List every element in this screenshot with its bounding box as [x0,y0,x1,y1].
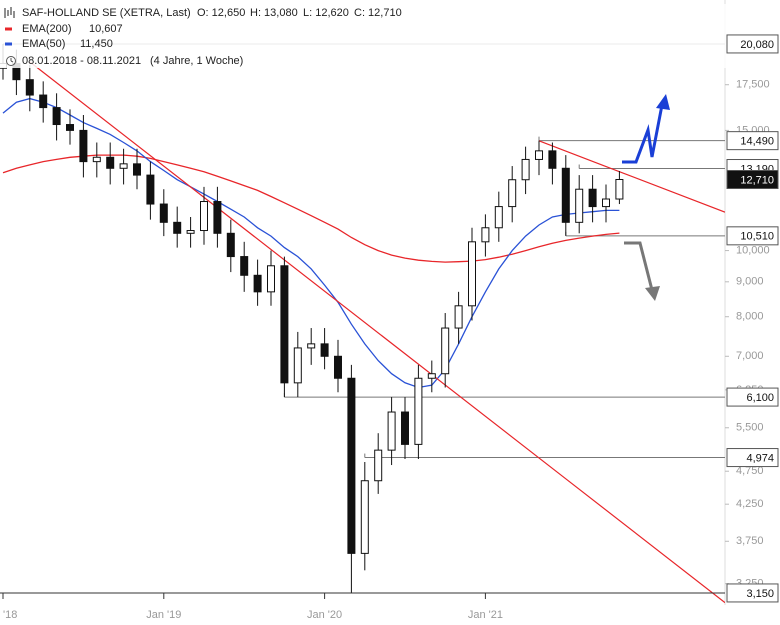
candle-body [427,373,436,379]
candle-body [25,79,34,96]
candle-body [240,256,249,276]
candle-body [468,241,476,307]
chart-icon [4,7,15,18]
ohlc-low: L: 12,620 [303,7,349,19]
candle-body [454,305,463,329]
legend-label: EMA(50) [22,38,65,50]
candle-body [186,230,195,234]
candle-body [39,94,48,109]
candle-body [119,163,128,169]
candle-body [441,327,450,375]
candle-body [615,179,624,200]
level-label: 14,490 [740,136,774,148]
candle-body [320,343,329,357]
y-tick-label: 3,750 [736,535,764,547]
candle-body [52,107,61,126]
candle-body [588,188,597,208]
legend-label: EMA(200) [22,23,72,35]
legend: EMA(200) 10,607 EMA(50) 11,450 [5,23,123,50]
level-label: 6,100 [746,392,774,404]
level-box [726,448,779,468]
y-tick-label: 4,250 [736,498,764,510]
candle-body [401,411,409,445]
candle-body [521,158,530,181]
level-label: 12,710 [740,174,774,186]
level-box [726,131,779,151]
candle-body [146,174,155,205]
candle-body [267,265,275,293]
candle-body [347,377,356,554]
candle-body [173,221,182,234]
ema-line [2,154,620,263]
legend-value: 11,450 [80,38,113,50]
candle-body [92,156,101,163]
candle-body [106,156,115,169]
chart-title: SAF-HOLLAND SE (XETRA, Last) [22,7,191,19]
candle-body [494,206,503,229]
candle-body [159,203,168,223]
candle-body [387,411,396,451]
period-span: (4 Jahre, 1 Woche) [150,55,243,67]
candle-body [79,129,88,163]
legend-value: 10,607 [89,23,123,35]
x-tick-label: Jan '21 [468,609,503,621]
level-label: 3,150 [746,588,774,600]
y-tick-label: 17,500 [736,79,770,91]
candle-body [253,274,262,293]
y-tick-label: 7,000 [736,350,764,362]
candle-body [360,480,369,554]
level-label: 4,974 [746,452,774,464]
candle-body [133,163,141,176]
x-tick-label: Jan '19 [146,609,181,621]
ohlc-open: O: 12,650 [197,7,245,19]
candle-body [374,449,383,482]
candle-body [226,232,235,258]
up-arrow [622,94,670,164]
level-label: 20,080 [740,39,774,51]
trendline [29,61,725,604]
level-label: 10,510 [740,231,774,243]
candle-body [66,124,74,131]
candle-body [548,150,557,169]
period-icon [6,56,16,66]
candle-body [307,343,316,349]
candle-body [200,201,208,232]
level-box [726,387,779,407]
candle-body [508,179,517,208]
y-tick-label: 9,000 [736,276,764,288]
ema-line [2,97,620,389]
candle-body [414,377,423,445]
y-tick-label: 10,000 [736,244,770,256]
candle-body [334,355,342,379]
down-arrow [624,241,660,301]
level-box [726,583,779,603]
ohlc-high: H: 13,080 [250,7,298,19]
plot-area [0,43,725,604]
level-box [726,226,779,246]
y-tick-label: 4,750 [736,465,764,477]
candle-body [535,150,543,160]
candle-body [575,188,584,223]
candle-body [280,265,289,384]
x-tick-label: Jan '20 [307,609,342,621]
candle-body [293,347,302,384]
candle-body [213,201,222,234]
period: 08.01.2018 - 08.11.2021 [22,55,141,67]
legend-bg [0,4,780,68]
y-tick-label: 5,500 [736,422,764,434]
ohlc-close: C: 12,710 [354,7,402,19]
candle-body [561,167,570,223]
y-tick-label: 8,000 [736,311,764,323]
candle-body [481,227,490,243]
candle-body [602,198,610,208]
level-box [726,170,779,190]
x-tick-label: '18 [3,609,17,621]
level-box [726,34,779,54]
